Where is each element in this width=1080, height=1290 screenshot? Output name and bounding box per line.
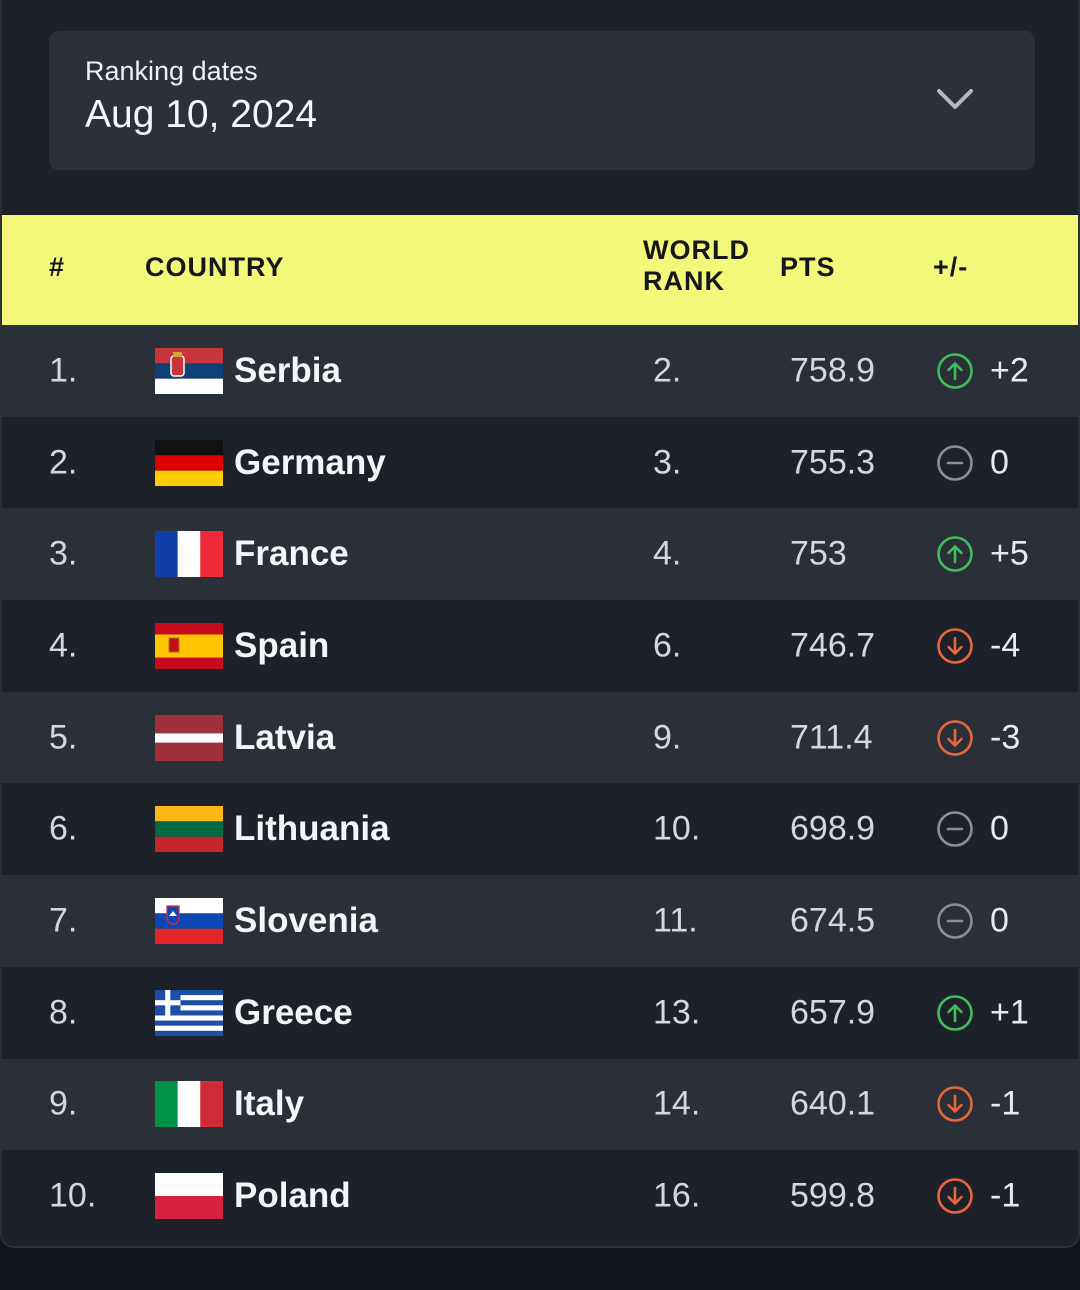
poland-flag (155, 1173, 223, 1220)
row-pts: 758.9 (790, 351, 876, 390)
row-country[interactable]: Slovenia (234, 900, 378, 940)
row-rank: 6. (49, 809, 78, 848)
header-pts: PTS (780, 252, 836, 282)
table-row[interactable]: 8. Greece 13. 657.9 +1 (2, 966, 1078, 1059)
row-pts: 674.5 (790, 901, 876, 940)
arrow-up-circle-icon (936, 352, 974, 390)
spain-flag (155, 622, 223, 669)
arrow-down-circle-icon (936, 627, 974, 665)
row-rank: 3. (49, 534, 78, 573)
row-change: -4 (990, 626, 1021, 665)
row-pts: 657.9 (790, 993, 876, 1032)
row-country[interactable]: Poland (234, 1176, 351, 1216)
chevron-down-icon[interactable] (935, 83, 975, 113)
greece-flag (155, 989, 223, 1036)
row-pts: 599.8 (790, 1176, 876, 1215)
rankings-panel: Ranking dates Aug 10, 2024 # COUNTRY WOR… (0, 0, 1080, 1248)
row-country[interactable]: Greece (234, 992, 353, 1032)
row-rank: 4. (49, 626, 78, 665)
arrow-down-circle-icon (936, 1085, 974, 1123)
header-change: +/- (933, 252, 969, 282)
table-row[interactable]: 6. Lithuania 10. 698.9 0 (2, 783, 1078, 876)
arrow-down-circle-icon (936, 1177, 974, 1215)
arrow-down-circle-icon (936, 719, 974, 757)
row-rank: 7. (49, 901, 78, 940)
row-world-rank: 10. (653, 809, 701, 848)
row-world-rank: 6. (653, 626, 682, 665)
row-change: +2 (990, 351, 1029, 390)
germany-flag (155, 439, 223, 486)
row-change: 0 (990, 443, 1009, 482)
row-world-rank: 16. (653, 1176, 701, 1215)
minus-circle-icon (936, 902, 974, 940)
minus-circle-icon (936, 810, 974, 848)
row-pts: 753 (790, 534, 847, 573)
arrow-up-circle-icon (936, 994, 974, 1032)
lithuania-flag (155, 806, 223, 853)
table-row[interactable]: 9. Italy 14. 640.1 -1 (2, 1058, 1078, 1151)
minus-circle-icon (936, 444, 974, 482)
row-pts: 698.9 (790, 809, 876, 848)
table-row[interactable]: 5. Latvia 9. 711.4 -3 (2, 691, 1078, 784)
italy-flag (155, 1081, 223, 1128)
ranking-date-value: Aug 10, 2024 (85, 93, 318, 136)
row-country[interactable]: Italy (234, 1084, 305, 1124)
table-header: # COUNTRY WORLD RANK PTS +/- (2, 215, 1078, 325)
table-row[interactable]: 3. France 4. 753 +5 (2, 508, 1078, 601)
table-row[interactable]: 2. Germany 3. 755.3 0 (2, 416, 1078, 509)
ranking-date-label: Ranking dates (85, 56, 258, 86)
row-country[interactable]: Latvia (234, 717, 336, 757)
france-flag (155, 531, 223, 578)
row-pts: 755.3 (790, 443, 876, 482)
row-world-rank: 13. (653, 993, 701, 1032)
row-pts: 746.7 (790, 626, 876, 665)
row-rank: 5. (49, 718, 78, 757)
table-row[interactable]: 10. Poland 16. 599.8 -1 (2, 1150, 1078, 1242)
table-row[interactable]: 1. Serbia 2. 758.9 +2 (2, 325, 1078, 417)
row-rank: 8. (49, 993, 78, 1032)
header-rank: # (49, 252, 66, 282)
arrow-up-circle-icon (936, 535, 974, 573)
row-change: -1 (990, 1176, 1021, 1215)
row-change: -1 (990, 1084, 1021, 1123)
row-country[interactable]: Spain (234, 625, 330, 665)
serbia-flag (155, 347, 223, 394)
row-world-rank: 2. (653, 351, 682, 390)
row-change: -3 (990, 718, 1021, 757)
row-world-rank: 11. (653, 901, 698, 940)
row-country[interactable]: Lithuania (234, 809, 390, 849)
row-country[interactable]: Serbia (234, 350, 341, 390)
row-rank: 9. (49, 1084, 78, 1123)
row-country[interactable]: Germany (234, 442, 386, 482)
row-pts: 640.1 (790, 1084, 876, 1123)
slovenia-flag (155, 897, 223, 944)
row-change: +1 (990, 993, 1029, 1032)
row-rank: 1. (49, 351, 78, 390)
header-world-rank: WORLD RANK (643, 235, 750, 296)
row-rank: 2. (49, 443, 78, 482)
row-world-rank: 14. (653, 1084, 701, 1123)
table-row[interactable]: 4. Spain 6. 746.7 -4 (2, 600, 1078, 692)
header-country: COUNTRY (145, 252, 285, 282)
row-change: 0 (990, 901, 1009, 940)
row-world-rank: 3. (653, 443, 682, 482)
row-world-rank: 4. (653, 534, 682, 573)
row-change: 0 (990, 809, 1009, 848)
rankings-table-body: 1. Serbia 2. 758.9 +2 2. Germany 3. 755.3 0 3. Fran… (2, 325, 1078, 1242)
row-pts: 711.4 (790, 718, 873, 757)
row-world-rank: 9. (653, 718, 682, 757)
table-row[interactable]: 7. Slovenia 11. 674.5 0 (2, 875, 1078, 967)
row-country[interactable]: France (234, 534, 349, 574)
ranking-date-dropdown[interactable]: Ranking dates Aug 10, 2024 (49, 31, 1035, 170)
row-rank: 10. (49, 1176, 97, 1215)
latvia-flag (155, 714, 223, 761)
row-change: +5 (990, 534, 1029, 573)
